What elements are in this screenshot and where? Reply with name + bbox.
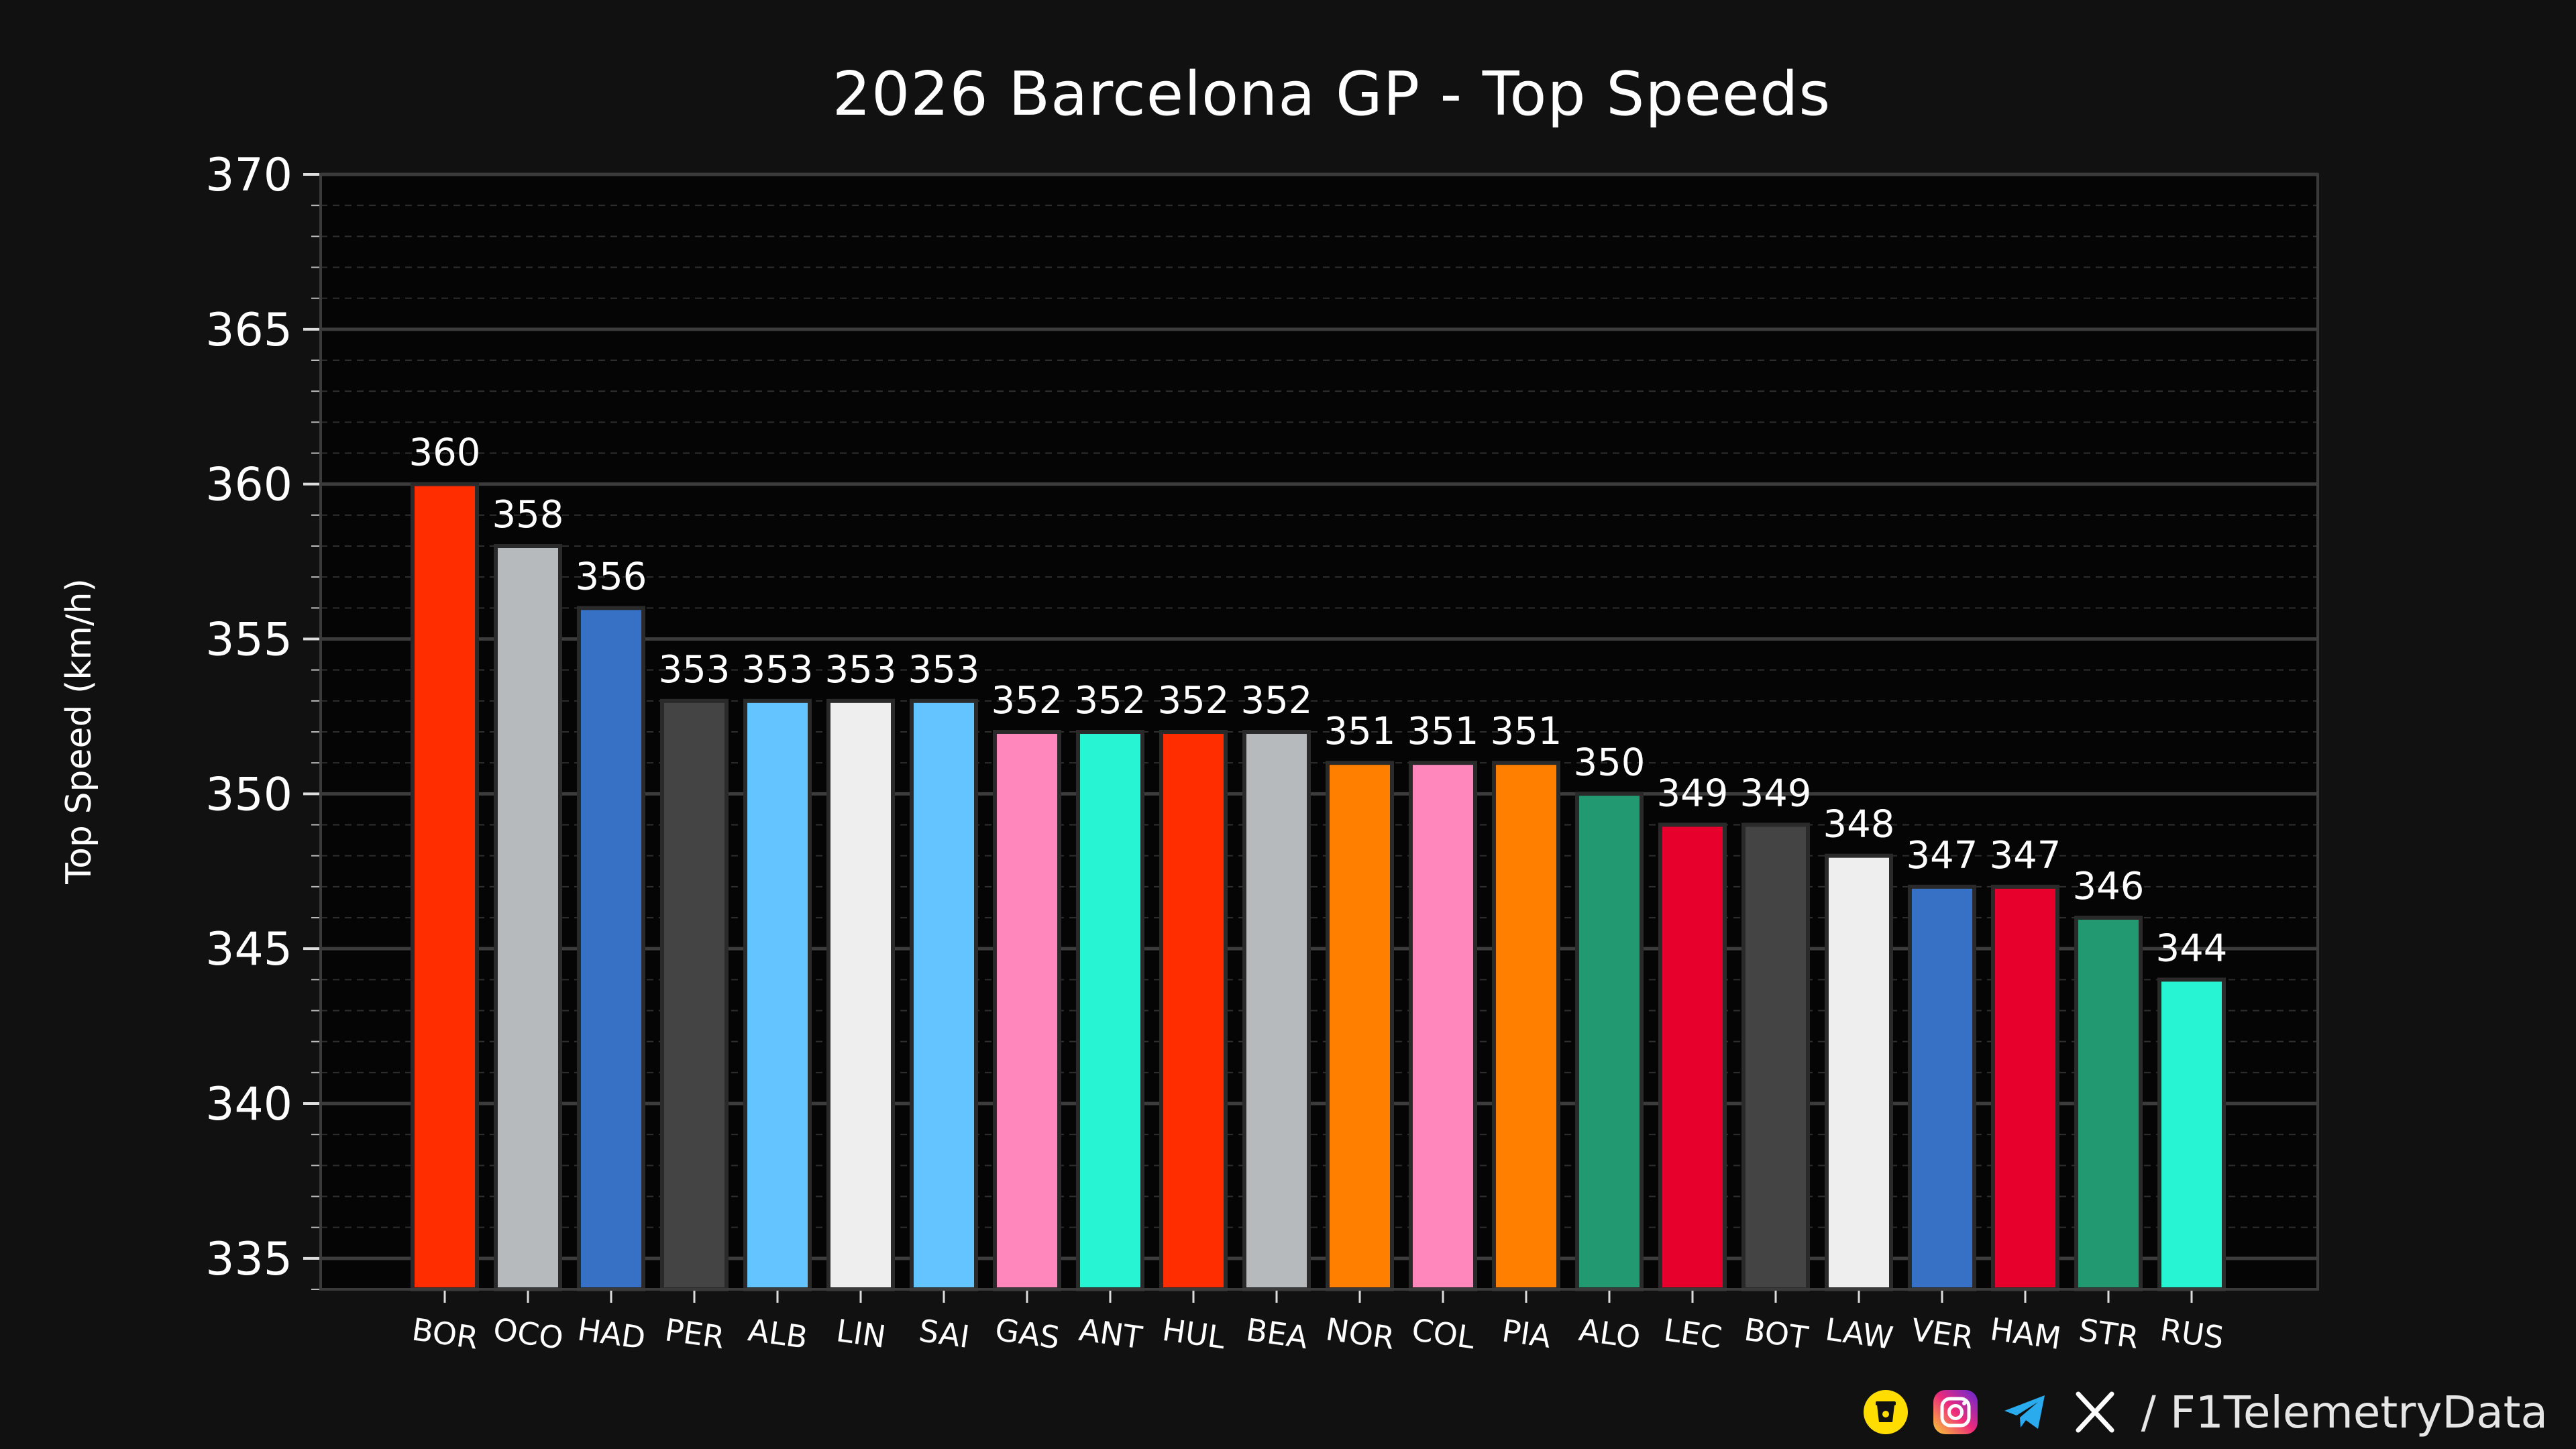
y-tick-label: 370: [205, 149, 292, 202]
y-tick-label: 335: [205, 1233, 292, 1286]
x-tick-label: ANT: [1077, 1311, 1144, 1356]
data-label: 347: [1990, 834, 2061, 877]
chart-title: 2026 Barcelona GP - Top Speeds: [832, 59, 1831, 129]
data-label: 350: [1574, 741, 1646, 784]
bar-hul: [1159, 730, 1228, 1291]
data-label: 353: [908, 648, 980, 692]
x-tick-label: HAD: [576, 1311, 648, 1356]
bar-ant: [1076, 730, 1144, 1291]
x-tick-label: STR: [2077, 1311, 2141, 1356]
y-tick-label: 345: [205, 923, 292, 976]
bar-gas: [993, 730, 1061, 1291]
bar-per: [660, 698, 729, 1292]
bar-str: [2074, 916, 2143, 1291]
instagram-icon[interactable]: [1932, 1389, 1979, 1436]
data-label: 351: [1407, 710, 1479, 753]
bar-alb: [743, 698, 812, 1292]
x-tick-label: SAI: [917, 1312, 972, 1355]
footer-handle[interactable]: / F1TelemetryData: [2141, 1386, 2548, 1438]
data-label: 349: [1740, 772, 1812, 816]
data-label: 356: [576, 555, 647, 598]
y-axis-label: Top Speed (km/h): [59, 578, 99, 884]
data-label: 360: [409, 431, 481, 475]
y-tick-label: 360: [205, 459, 292, 512]
y-tick-label: 350: [205, 768, 292, 821]
footer: / F1TelemetryData: [1862, 1382, 2548, 1442]
data-label: 351: [1491, 710, 1562, 753]
bar-col: [1409, 761, 1477, 1291]
y-tick-label: 365: [205, 304, 292, 357]
x-tick-label: HUL: [1160, 1311, 1228, 1356]
data-label: 352: [1241, 679, 1313, 722]
bar-nor: [1326, 761, 1394, 1291]
data-label: 352: [1075, 679, 1146, 722]
coffee-cup-icon[interactable]: [1862, 1389, 1909, 1436]
data-label: 352: [1158, 679, 1230, 722]
data-label: 353: [825, 648, 897, 692]
x-tick-label: HAM: [1988, 1311, 2063, 1356]
bar-lec: [1658, 822, 1727, 1291]
bar-sai: [910, 698, 978, 1292]
data-label: 351: [1324, 710, 1396, 753]
x-tick-label: GAS: [993, 1311, 1062, 1356]
bar-law: [1825, 853, 1893, 1291]
bar-rus: [2157, 977, 2226, 1292]
x-tick-label: BOR: [410, 1311, 480, 1356]
plot-frame: [319, 173, 2319, 1291]
bar-bor: [411, 482, 479, 1292]
x-tick-label: VER: [1909, 1311, 1976, 1356]
x-tick-label: NOR: [1324, 1311, 1397, 1356]
x-tick-label: PIA: [1500, 1312, 1554, 1355]
x-tick-label: LIN: [834, 1312, 888, 1355]
data-label: 349: [1657, 772, 1729, 816]
data-label: 358: [492, 493, 564, 537]
y-tick-label: 340: [205, 1078, 292, 1131]
x-tick-label: PER: [663, 1311, 727, 1356]
bar-bea: [1242, 730, 1311, 1291]
bar-ham: [1991, 884, 2059, 1292]
x-tick-label: ALO: [1576, 1311, 1642, 1356]
bar-ver: [1908, 884, 1976, 1292]
bar-alo: [1575, 792, 1644, 1292]
telegram-icon[interactable]: [2002, 1389, 2049, 1436]
x-tick-label: LAW: [1823, 1311, 1896, 1356]
bar-lin: [826, 698, 895, 1292]
x-tick-label: COL: [1409, 1311, 1477, 1356]
x-logo-icon[interactable]: [2072, 1389, 2118, 1436]
data-label: 353: [659, 648, 731, 692]
x-tick-label: RUS: [2158, 1311, 2226, 1356]
x-tick-label: ALB: [746, 1311, 810, 1356]
bar-pia: [1492, 761, 1560, 1291]
bar-oco: [494, 544, 562, 1291]
x-tick-label: LEC: [1662, 1311, 1724, 1356]
x-tick-label: BOT: [1742, 1311, 1811, 1356]
x-tick-label: BEA: [1244, 1311, 1310, 1356]
data-label: 353: [742, 648, 814, 692]
data-label: 348: [1823, 803, 1895, 847]
data-label: 352: [991, 679, 1063, 722]
x-tick-label: OCO: [491, 1311, 566, 1356]
y-tick-label: 355: [205, 614, 292, 667]
data-label: 346: [2073, 865, 2145, 908]
data-label: 347: [1907, 834, 1978, 877]
bar-had: [577, 606, 645, 1291]
bar-bot: [1741, 822, 1810, 1291]
data-label: 344: [2156, 926, 2228, 970]
